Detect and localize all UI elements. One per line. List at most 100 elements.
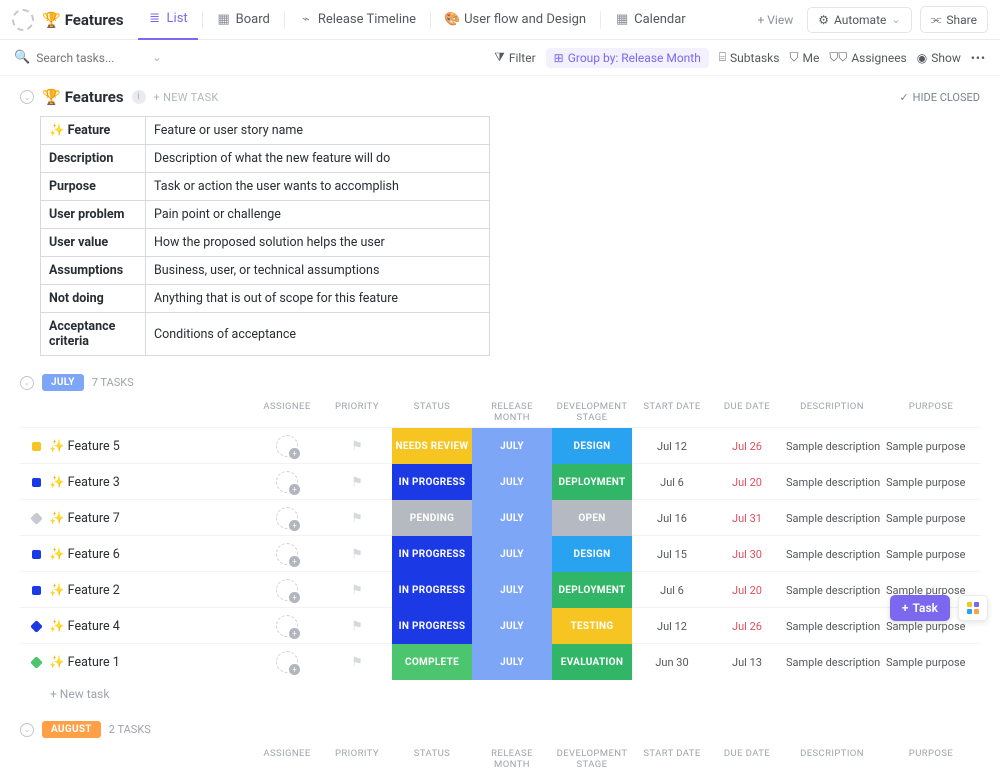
status-square[interactable] [32, 442, 41, 451]
month-pill[interactable]: AUGUST [42, 721, 101, 738]
purpose-cell[interactable]: Sample purpose [882, 620, 980, 633]
automate-button[interactable]: ⚙ Automate ⌄ [807, 7, 911, 33]
subtasks-button[interactable]: ⌸Subtasks [719, 50, 780, 65]
priority-flag[interactable]: ⚑ [322, 619, 392, 634]
apps-fab[interactable] [958, 595, 988, 621]
task-row[interactable]: ✨ Feature 1⚑COMPLETEJULYEVALUATIONJun 30… [20, 643, 980, 679]
task-row[interactable]: ✨ Feature 6⚑IN PROGRESSJULYDESIGNJul 15J… [20, 535, 980, 571]
release-month-cell[interactable]: JULY [472, 644, 552, 680]
column-header[interactable]: PURPOSE [882, 401, 980, 423]
tab-user-flow-and-design[interactable]: 🎨User flow and Design [435, 0, 596, 40]
search-input[interactable]: 🔍 ⌄ [14, 50, 174, 65]
assignee-add[interactable] [276, 471, 298, 493]
column-header[interactable]: STATUS [392, 401, 472, 423]
column-header[interactable]: DEVELOPMENT STAGE [552, 748, 632, 770]
status-cell[interactable]: IN PROGRESS [392, 464, 472, 500]
stage-cell[interactable]: DEPLOYMENT [552, 464, 632, 500]
group-by-button[interactable]: ⊞Group by: Release Month [546, 48, 709, 68]
column-header[interactable]: ASSIGNEE [252, 401, 322, 423]
priority-flag[interactable]: ⚑ [322, 511, 392, 526]
release-month-cell[interactable]: JULY [472, 536, 552, 572]
release-month-cell[interactable]: JULY [472, 428, 552, 464]
more-menu[interactable]: ••• [971, 51, 986, 65]
assignee-add[interactable] [276, 543, 298, 565]
column-header[interactable] [20, 748, 252, 770]
priority-flag[interactable]: ⚑ [322, 655, 392, 670]
description-cell[interactable]: Sample description [782, 620, 882, 633]
description-cell[interactable]: Sample description [782, 476, 882, 489]
task-row[interactable]: ✨ Feature 7⚑PENDINGJULYOPENJul 16Jul 31S… [20, 499, 980, 535]
start-date[interactable]: Jul 15 [632, 548, 712, 561]
tab-release-timeline[interactable]: ⌁Release Timeline [289, 0, 426, 40]
column-header[interactable]: RELEASE MONTH [472, 401, 552, 423]
show-button[interactable]: ◉Show [917, 51, 961, 65]
start-date[interactable]: Jul 12 [632, 440, 712, 453]
filter-button[interactable]: ⧩Filter [494, 50, 536, 65]
task-row[interactable]: ✨ Feature 5⚑NEEDS REVIEWJULYDESIGNJul 12… [20, 427, 980, 463]
priority-flag[interactable]: ⚑ [322, 583, 392, 598]
stage-cell[interactable]: DESIGN [552, 428, 632, 464]
column-header[interactable]: PRIORITY [322, 748, 392, 770]
column-header[interactable]: DESCRIPTION [782, 401, 882, 423]
release-month-cell[interactable]: JULY [472, 500, 552, 536]
month-pill[interactable]: JULY [42, 374, 84, 391]
status-square[interactable] [32, 550, 41, 559]
stage-cell[interactable]: TESTING [552, 608, 632, 644]
assignees-button[interactable]: ⛉⛉Assignees [829, 50, 906, 65]
new-task-link[interactable]: + NEW TASK [154, 91, 219, 104]
me-button[interactable]: ⛉Me [789, 50, 819, 65]
collapse-toggle[interactable]: ⌄ [20, 723, 34, 737]
column-header[interactable] [20, 401, 252, 423]
column-header[interactable]: DUE DATE [712, 748, 782, 770]
column-header[interactable]: PRIORITY [322, 401, 392, 423]
release-month-cell[interactable]: JULY [472, 464, 552, 500]
column-header[interactable]: RELEASE MONTH [472, 748, 552, 770]
column-header[interactable]: DUE DATE [712, 401, 782, 423]
due-date[interactable]: Jul 13 [712, 656, 782, 669]
collapse-toggle[interactable]: ⌄ [20, 90, 34, 104]
start-date[interactable]: Jul 6 [632, 584, 712, 597]
assignee-add[interactable] [276, 507, 298, 529]
status-cell[interactable]: COMPLETE [392, 644, 472, 680]
purpose-cell[interactable]: Sample purpose [882, 656, 980, 669]
tab-list[interactable]: ≣List [138, 0, 198, 40]
assignee-add[interactable] [276, 615, 298, 637]
status-square[interactable] [32, 478, 41, 487]
status-square[interactable] [30, 512, 43, 525]
status-cell[interactable]: NEEDS REVIEW [392, 428, 472, 464]
status-cell[interactable]: PENDING [392, 500, 472, 536]
column-header[interactable]: ASSIGNEE [252, 748, 322, 770]
due-date[interactable]: Jul 20 [712, 584, 782, 597]
stage-cell[interactable]: DEPLOYMENT [552, 572, 632, 608]
description-cell[interactable]: Sample description [782, 548, 882, 561]
stage-cell[interactable]: EVALUATION [552, 644, 632, 680]
column-header[interactable]: DEVELOPMENT STAGE [552, 401, 632, 423]
tab-board[interactable]: ▦Board [207, 0, 280, 40]
task-row[interactable]: ✨ Feature 3⚑IN PROGRESSJULYDEPLOYMENTJul… [20, 463, 980, 499]
hide-closed-toggle[interactable]: ✓ HIDE CLOSED [899, 91, 980, 104]
purpose-cell[interactable]: Sample purpose [882, 548, 980, 561]
purpose-cell[interactable]: Sample purpose [882, 476, 980, 489]
share-button[interactable]: ⫘ Share [920, 6, 988, 33]
column-header[interactable]: PURPOSE [882, 748, 980, 770]
due-date[interactable]: Jul 20 [712, 476, 782, 489]
due-date[interactable]: Jul 30 [712, 548, 782, 561]
collapse-toggle[interactable]: ⌄ [20, 376, 34, 390]
column-header[interactable]: START DATE [632, 748, 712, 770]
start-date[interactable]: Jul 12 [632, 620, 712, 633]
status-cell[interactable]: IN PROGRESS [392, 608, 472, 644]
add-view[interactable]: + View [748, 0, 804, 40]
due-date[interactable]: Jul 26 [712, 440, 782, 453]
start-date[interactable]: Jul 6 [632, 476, 712, 489]
assignee-add[interactable] [276, 435, 298, 457]
chevron-down-icon[interactable]: ⌄ [152, 51, 161, 64]
status-cell[interactable]: IN PROGRESS [392, 572, 472, 608]
stage-cell[interactable]: DESIGN [552, 536, 632, 572]
start-date[interactable]: Jun 30 [632, 656, 712, 669]
assignee-add[interactable] [276, 651, 298, 673]
priority-flag[interactable]: ⚑ [322, 475, 392, 490]
purpose-cell[interactable]: Sample purpose [882, 512, 980, 525]
status-cell[interactable]: IN PROGRESS [392, 536, 472, 572]
task-row[interactable]: ✨ Feature 4⚑IN PROGRESSJULYTESTINGJul 12… [20, 607, 980, 643]
description-cell[interactable]: Sample description [782, 512, 882, 525]
